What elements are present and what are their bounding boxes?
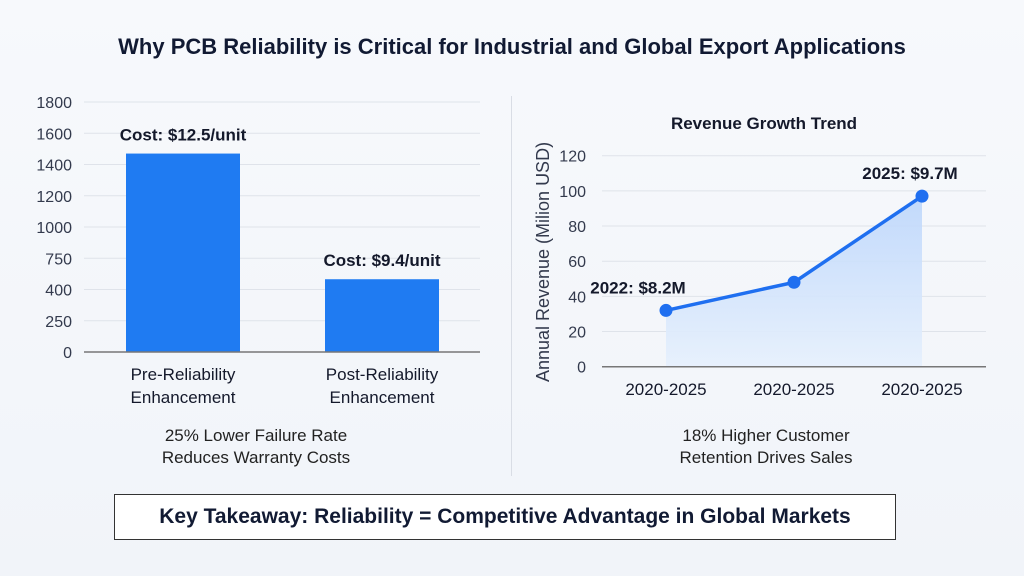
y-tick-label: 1200 <box>36 189 72 206</box>
divider <box>511 96 512 476</box>
y-tick-label: 40 <box>568 289 586 306</box>
y-tick-label: 60 <box>568 254 586 271</box>
y-tick-label: 100 <box>559 184 586 201</box>
x-tick-label: 2020-2025 <box>753 380 834 399</box>
bar <box>126 153 240 352</box>
y-tick-label: 1000 <box>36 220 72 237</box>
y-tick-label: 0 <box>63 345 72 362</box>
point-data-label: 2022: $8.2M <box>590 278 685 297</box>
right-caption-line: Retention Drives Sales <box>679 448 853 467</box>
y-tick-label: 0 <box>577 360 586 377</box>
data-point <box>787 275 801 289</box>
y-tick-label: 1400 <box>36 158 72 175</box>
x-tick-label: Pre-Reliability <box>131 365 236 384</box>
left-caption-line: 25% Lower Failure Rate <box>164 426 348 445</box>
right-caption-line: 18% Higher Customer <box>682 426 850 445</box>
data-point <box>915 189 929 203</box>
y-tick-label: 1600 <box>36 126 72 143</box>
key-takeaway-box: Key Takeaway: Reliability = Competitive … <box>114 494 896 540</box>
area-fill <box>666 196 922 367</box>
chart-title: Revenue Growth Trend <box>671 114 857 133</box>
y-axis-label: Annual Revenue (Milion USD) <box>533 142 553 382</box>
y-tick-label: 1800 <box>36 95 72 112</box>
y-tick-label: 120 <box>559 149 586 166</box>
y-tick-label: 400 <box>45 283 72 300</box>
y-tick-label: 20 <box>568 325 586 342</box>
x-tick-label: Post-Reliability <box>326 365 439 384</box>
bar <box>325 279 439 352</box>
right-caption: 18% Higher Customer Retention Drives Sal… <box>566 425 966 469</box>
bar-data-label: Cost: $12.5/unit <box>120 126 247 145</box>
data-point <box>659 303 673 317</box>
x-tick-label: Enhancement <box>131 388 236 407</box>
y-tick-label: 750 <box>45 251 72 268</box>
page-title: Why PCB Reliability is Critical for Indu… <box>118 34 906 59</box>
x-tick-label: Enhancement <box>330 388 435 407</box>
bar-data-label: Cost: $9.4/unit <box>323 251 440 270</box>
point-data-label: 2025: $9.7M <box>862 164 957 183</box>
x-tick-label: 2020-2025 <box>881 380 962 399</box>
y-tick-label: 250 <box>45 314 72 331</box>
left-caption: 25% Lower Failure Rate Reduces Warranty … <box>56 425 456 469</box>
left-caption-line: Reduces Warranty Costs <box>161 448 351 467</box>
x-tick-label: 2020-2025 <box>625 380 706 399</box>
y-tick-label: 80 <box>568 219 586 236</box>
